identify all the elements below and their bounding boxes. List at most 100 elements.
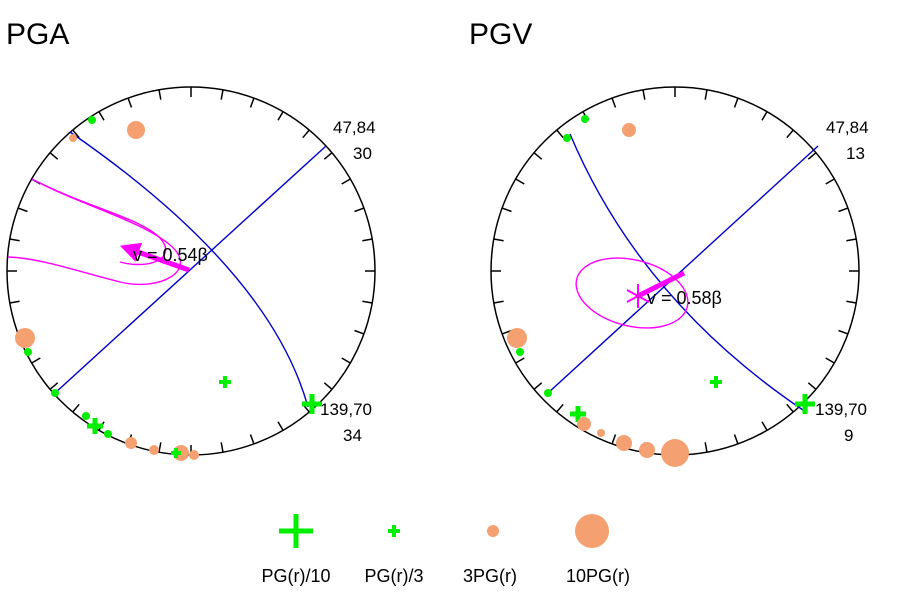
panel-title: PGV [469,18,532,51]
station-dot-small [125,437,137,449]
tick-mark [838,329,849,335]
plane-1-label: 47,84 [333,118,376,137]
rupture-direction-arrow [119,242,190,273]
legend-symbol-small-dot [487,525,499,537]
station-cross-large [795,394,815,414]
station-markers [507,115,815,467]
plane-2-value: 34 [343,426,362,445]
tick-mark [9,238,20,242]
station-cross-large [302,394,322,414]
tick-mark [493,300,504,304]
station-dot-small [69,134,77,142]
legend-label: PG(r)/10 [261,566,330,586]
tick-mark [341,357,351,364]
station-dot-green [24,348,32,356]
tick-mark [825,357,835,364]
station-dot-green [581,115,589,123]
tick-mark [362,238,373,242]
station-markers [15,116,322,461]
tick-mark [127,97,133,108]
plane-2-label: 139,70 [320,400,372,419]
tick-mark [515,357,525,364]
tick-mark [277,421,284,431]
station-dot-green [516,348,524,356]
legend: PG(r)/10 PG(r)/3 3PG(r) 10PG(r) [261,514,630,586]
tick-mark [72,403,80,413]
legend-label: 3PG(r) [463,566,517,586]
tick-mark [49,152,59,160]
tick-mark [786,403,794,413]
station-cross-large [87,418,103,434]
tick-mark [354,329,365,335]
tick-mark [501,207,512,213]
tick-mark [323,152,333,160]
nodal-plane-2 [547,145,819,394]
station-dot-green [544,389,552,397]
station-dot-medium [639,442,655,458]
tick-mark [354,207,365,213]
tick-mark [31,357,41,364]
velocity-label: v = 0.54β [133,245,208,265]
tick-mark [362,300,373,304]
tick-mark [158,89,162,100]
tick-mark [733,434,739,445]
station-cross-small [171,448,181,458]
tick-mark [341,178,351,185]
velocity-label: v = 0.58β [647,288,722,308]
tick-mark [249,434,255,445]
plane-1-label: 47,84 [826,118,869,137]
station-dot-small [149,445,159,455]
panel-pgv: PGV v = 0.58β 47,84 13 139,70 9 [469,18,869,467]
station-dot-green [88,116,96,124]
legend-label: 10PG(r) [566,566,630,586]
station-dot-small [597,429,605,437]
legend-symbol-large-cross [279,514,313,548]
tick-mark [17,207,28,213]
tick-mark [49,382,59,390]
tick-mark [72,129,80,139]
tick-mark [493,238,504,242]
contour-ellipse [575,257,689,329]
station-dot-large [507,328,527,348]
tick-mark [704,442,708,453]
tick-mark [98,111,105,121]
tick-mark [825,178,835,185]
station-dot-green [104,430,112,438]
tick-mark [158,442,162,453]
tick-mark [786,129,794,139]
station-cross-small [219,376,231,388]
tick-mark [807,152,817,160]
station-dot-small [189,450,199,460]
plane-1-value: 13 [846,144,865,163]
nodal-plane-1 [569,133,804,411]
station-cross-small [710,376,722,388]
station-dot-large [15,328,35,348]
tick-mark [515,178,525,185]
station-dot-green [563,134,571,142]
tick-mark [220,442,224,453]
legend-label: PG(r)/3 [364,566,423,586]
tick-mark [611,97,617,108]
legend-symbol-small-cross [388,525,400,537]
tick-mark [611,434,617,445]
panel-pga: PGA v = 0.54β 47,84 30 139,70 34 [6,18,376,461]
legend-symbol-large-dot [575,514,609,548]
hypocenter-star [626,284,650,308]
tick-mark [733,97,739,108]
station-dot-medium [622,123,636,137]
tick-mark [220,89,224,100]
tick-mark [846,238,857,242]
tick-mark [838,207,849,213]
plane-2-value: 9 [844,426,853,445]
station-dot-medium [616,435,632,451]
tick-mark [277,111,284,121]
tick-mark [761,421,768,431]
tick-mark [556,403,564,413]
contour-outer [7,178,182,286]
tick-mark [323,382,333,390]
tick-mark [9,300,20,304]
plane-1-value: 30 [353,144,372,163]
tick-mark [556,129,564,139]
station-dot-large [127,121,145,139]
